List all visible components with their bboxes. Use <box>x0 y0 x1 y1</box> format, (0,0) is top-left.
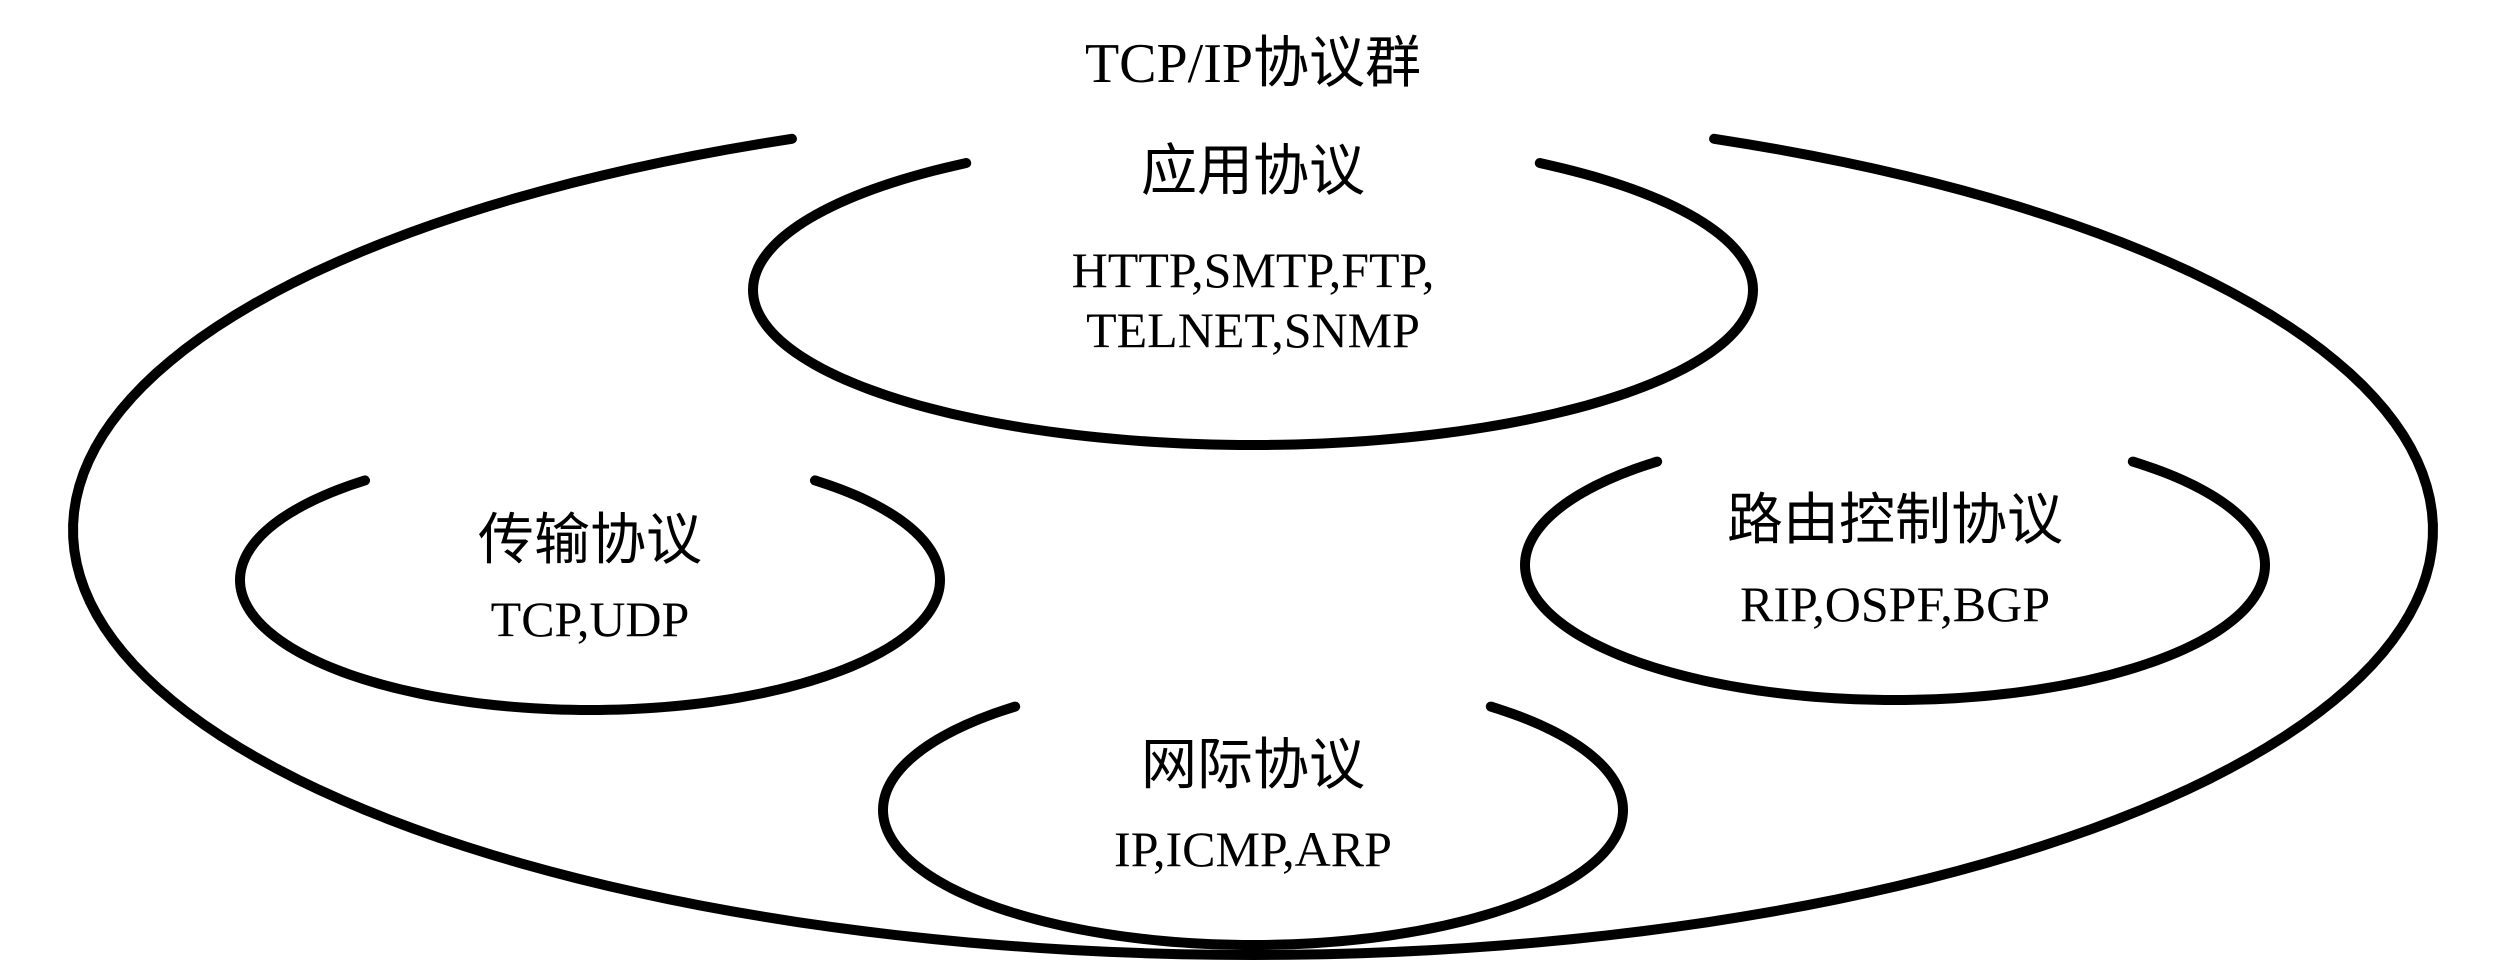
internet-protocols: IP,ICMP,ARP <box>1114 820 1392 878</box>
transport-protocols: TCP,UDP <box>491 590 690 648</box>
internet-title: 网际协议 <box>1141 720 1365 801</box>
routing-title: 路由控制协议 <box>1727 475 2063 556</box>
application-protocols: HTTP,SMTP,FTP, TELNET,SNMP <box>953 240 1553 360</box>
application-title: 应用协议 <box>1141 126 1365 207</box>
outer-title: TCP/IP协议群 <box>1085 18 1421 99</box>
application-protocols-line2: TELNET,SNMP <box>1086 302 1420 358</box>
application-protocols-line1: HTTP,SMTP,FTP, <box>1072 242 1435 298</box>
routing-protocols: RIP,OSPF,BGP <box>1740 575 2050 633</box>
transport-title: 传输协议 <box>478 495 702 576</box>
